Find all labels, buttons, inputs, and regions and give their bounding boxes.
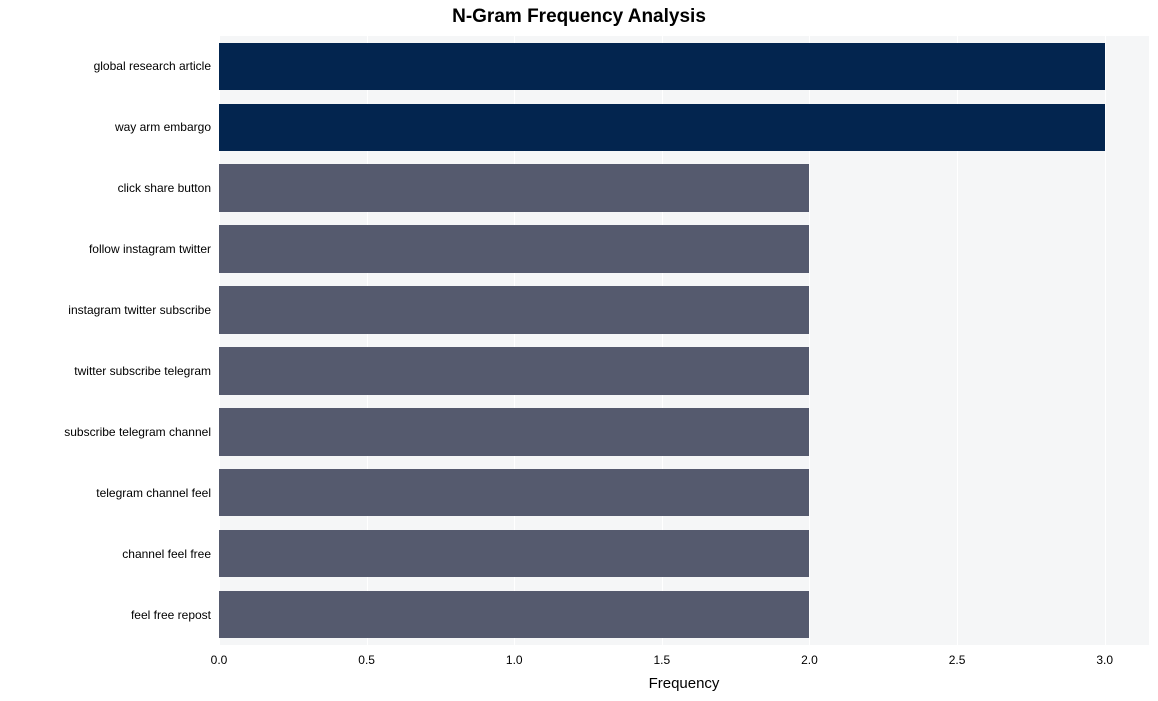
y-category-label: follow instagram twitter [89,242,211,256]
y-category-label: subscribe telegram channel [64,425,211,439]
bar [219,104,1105,152]
y-category-label: channel feel free [122,547,211,561]
x-axis-label: Frequency [219,675,1149,692]
ngram-frequency-chart: N-Gram Frequency Analysis 0.00.51.01.52.… [0,0,1158,701]
x-tick-label: 3.0 [1096,653,1113,667]
x-tick-label: 0.0 [211,653,228,667]
bar [219,347,809,395]
x-tick-label: 0.5 [358,653,375,667]
bar [219,591,809,639]
y-category-label: feel free repost [131,608,211,622]
plot-area: 0.00.51.01.52.02.53.0global research art… [219,36,1149,645]
x-tick-label: 2.5 [949,653,966,667]
x-tick-label: 1.0 [506,653,523,667]
bar [219,43,1105,91]
bar [219,469,809,517]
y-category-label: click share button [118,181,211,195]
chart-title: N-Gram Frequency Analysis [0,6,1158,28]
y-category-label: way arm embargo [115,120,211,134]
grid-line [1105,36,1106,645]
y-category-label: instagram twitter subscribe [68,303,211,317]
y-category-label: telegram channel feel [96,486,211,500]
y-category-label: twitter subscribe telegram [74,364,211,378]
x-tick-label: 1.5 [654,653,671,667]
bar [219,225,809,273]
bar [219,164,809,212]
bar [219,530,809,578]
y-category-label: global research article [94,59,211,73]
bar [219,286,809,334]
bar [219,408,809,456]
x-tick-label: 2.0 [801,653,818,667]
